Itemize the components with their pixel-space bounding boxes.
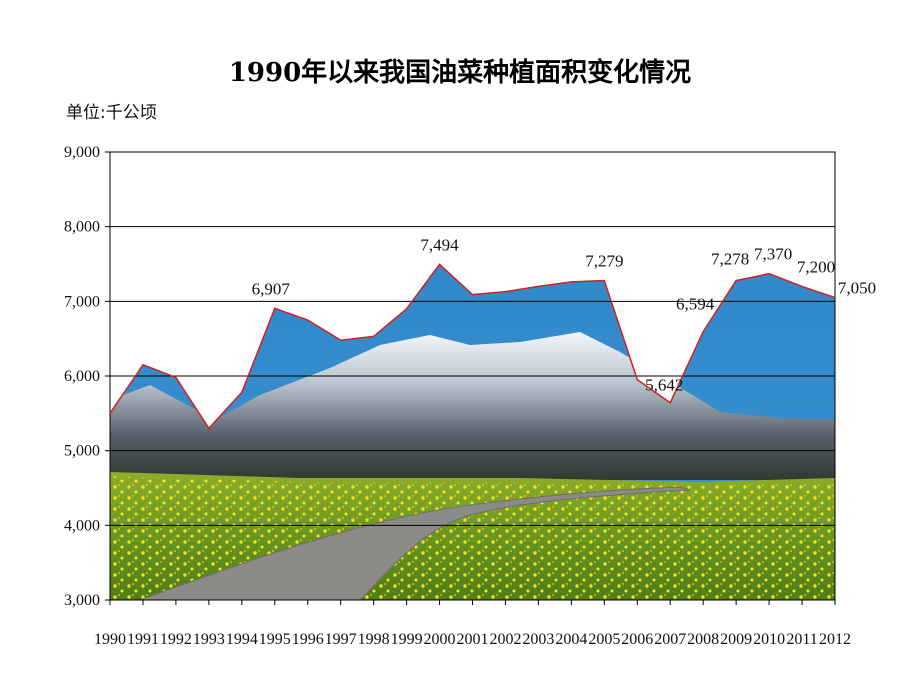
data-label: 7,279 [585,252,623,271]
x-tick-label: 1999 [391,631,423,648]
y-tick-label: 7,000 [64,293,100,310]
x-tick-label: 1998 [358,631,390,648]
x-tick-label: 2002 [489,631,521,648]
data-label: 7,200 [797,257,835,276]
x-tick-label: 1996 [292,631,324,648]
x-tick-label: 1995 [259,631,291,648]
y-axis: 3,000 4,000 5,000 6,000 7,000 8,000 9,000 [64,144,110,609]
x-tick-label: 2004 [555,631,587,648]
y-tick-label: 5,000 [64,443,100,460]
grid-lines [110,226,835,526]
series-line [109,263,836,430]
data-labels: 6,907 7,494 7,279 5,642 6,594 7,278 7,370 7,200… [252,235,876,394]
x-tick-label: 2001 [457,631,489,648]
x-tick-label: 1994 [226,631,258,648]
x-axis: 1990 1991 1992 1993 1994 1995 1996 1997 1998 1999… [94,600,851,648]
data-label: 7,050 [838,279,876,298]
x-tick-label: 2000 [424,631,456,648]
data-label: 6,907 [252,279,291,298]
x-tick-label: 2007 [654,631,686,648]
y-tick-label: 4,000 [64,517,100,534]
x-tick-label: 2010 [753,631,785,648]
data-label: 7,278 [711,250,749,269]
x-tick-label: 1992 [160,631,192,648]
x-tick-label: 2006 [621,631,653,648]
x-tick-label: 1993 [193,631,225,648]
x-tick-label: 2008 [687,631,719,648]
y-tick-label: 9,000 [64,144,100,161]
unit-label: 单位:千公顷 [66,103,157,123]
chart-title: 1990年以来我国油菜种植面积变化情况 [228,58,692,88]
x-tick-label: 2003 [522,631,554,648]
data-label: 5,642 [645,376,683,395]
x-tick-label: 2011 [786,631,817,648]
x-tick-label: 2012 [819,631,851,648]
data-label: 7,370 [754,245,792,264]
area-fill [110,264,835,600]
x-tick-label: 1997 [325,631,357,648]
y-tick-label: 3,000 [64,592,100,609]
data-label: 6,594 [676,295,715,314]
x-tick-label: 1991 [127,631,159,648]
x-tick-label: 2005 [588,631,620,648]
y-tick-label: 8,000 [64,219,100,236]
y-tick-label: 6,000 [64,368,100,385]
x-tick-label: 2009 [720,631,752,648]
x-tick-label: 1990 [94,631,126,648]
data-label: 7,494 [420,235,459,254]
